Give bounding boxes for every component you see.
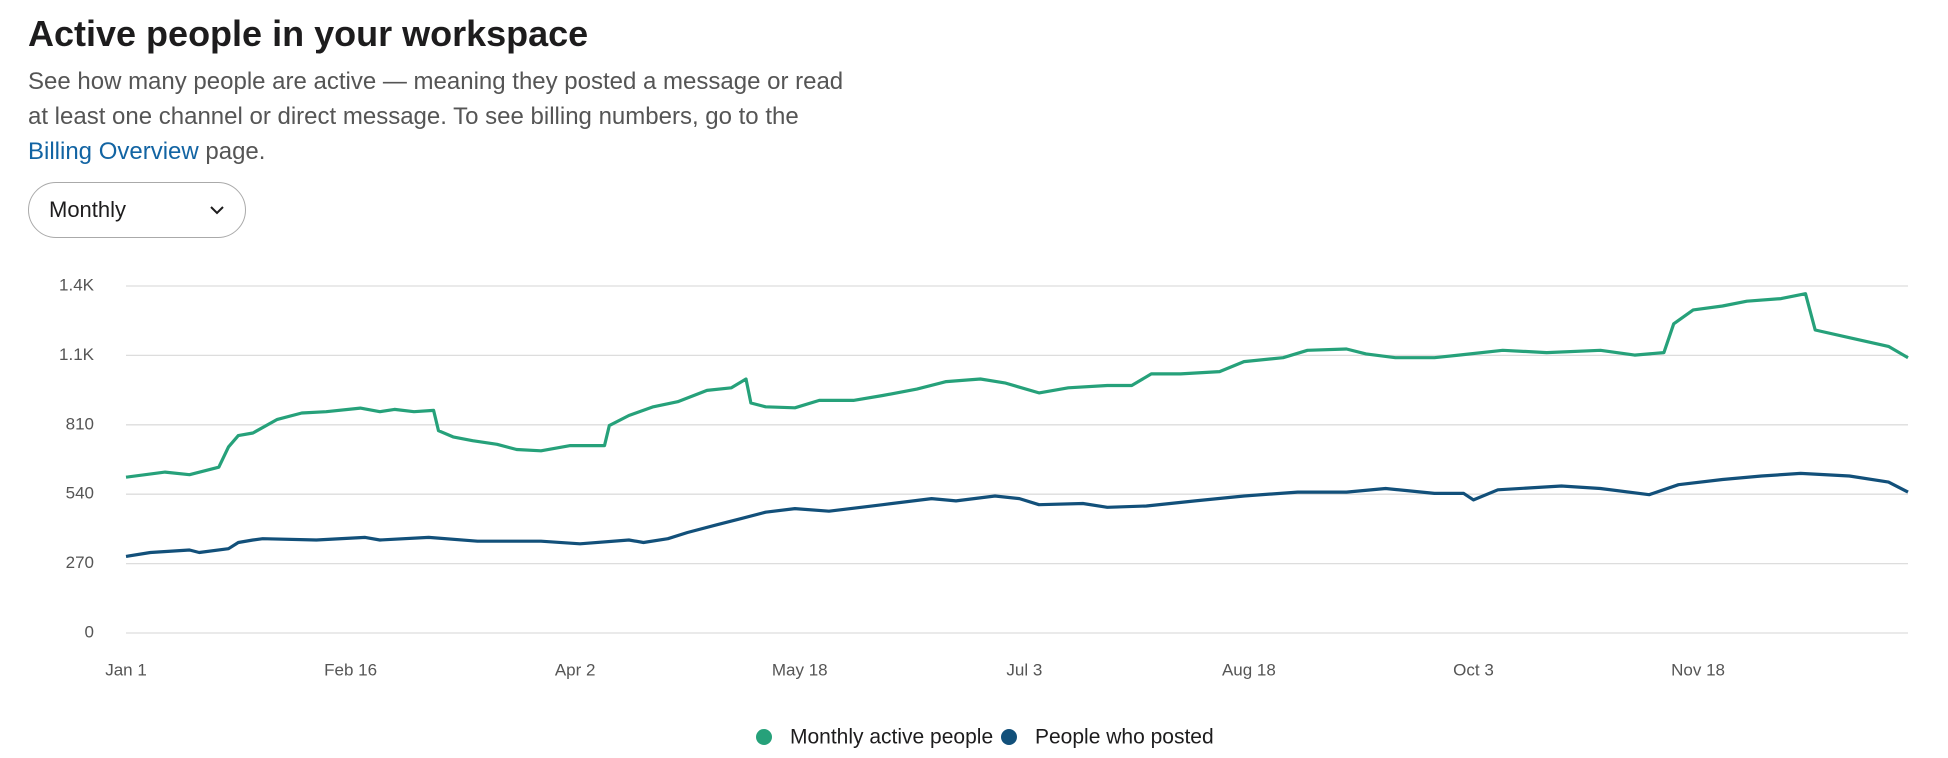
description-end: page. (205, 138, 266, 165)
x-tick-label: Jan 1 (105, 660, 147, 679)
y-tick-label: 270 (66, 553, 94, 572)
page-title: Active people in your workspace (28, 13, 589, 54)
x-tick-label: Jul 3 (1006, 660, 1042, 679)
y-tick-label: 1.1K (59, 345, 95, 364)
description-text: See how many people are active — meaning… (28, 68, 844, 130)
x-tick-label: Oct 3 (1453, 660, 1494, 679)
y-tick-label: 810 (66, 414, 94, 433)
billing-link[interactable]: Billing Overview (28, 138, 199, 165)
description: See how many people are active — meaning… (28, 64, 858, 169)
y-tick-label: 0 (85, 622, 94, 641)
series-line (125, 292, 1909, 479)
period-dropdown[interactable]: Monthly (28, 182, 246, 238)
legend-label: Monthly active people (790, 726, 993, 749)
x-tick-label: Aug 18 (1222, 660, 1276, 679)
y-tick-label: 540 (66, 484, 94, 503)
x-tick-label: Feb 16 (324, 660, 377, 679)
y-tick-label: 1.4K (59, 275, 95, 294)
x-tick-label: Nov 18 (1671, 660, 1725, 679)
header: Active people in your workspace See how … (28, 8, 928, 169)
dropdown-label: Monthly (49, 197, 127, 222)
x-tick-label: Apr 2 (555, 660, 596, 679)
series-line (125, 471, 1909, 558)
chevron (210, 206, 224, 215)
legend-marker (756, 729, 772, 745)
legend-marker (1001, 729, 1017, 745)
legend-label: People who posted (1035, 726, 1214, 749)
x-tick-label: May 18 (772, 660, 828, 679)
